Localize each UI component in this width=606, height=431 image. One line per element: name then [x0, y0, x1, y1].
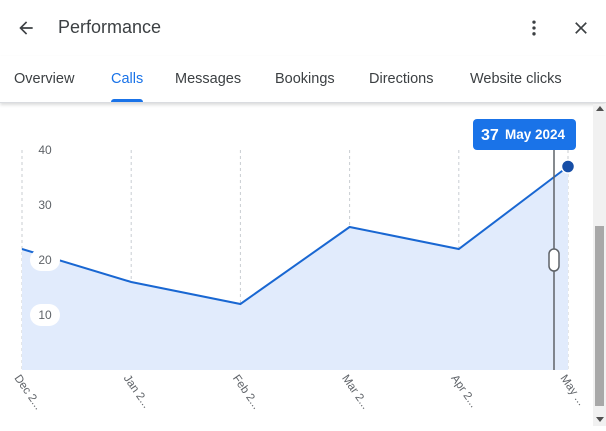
x-tick-label: May ...: [558, 373, 588, 408]
tab-bookings[interactable]: Bookings: [275, 71, 335, 87]
arrow-back-icon: [19, 21, 33, 35]
x-tick-label: Dec 2...: [12, 373, 45, 412]
y-tick-label: 30: [38, 198, 52, 212]
tab-calls[interactable]: Calls: [111, 71, 144, 87]
tooltip-label: May 2024: [505, 127, 566, 142]
calls-chart-svg: 10 20 30 40 Dec 2... Jan 2... Feb 2... Mar 2..…: [12, 119, 588, 412]
y-tick-label: 20: [38, 253, 52, 267]
tab-overview[interactable]: Overview: [14, 71, 75, 87]
performance-tabs: Overview Calls Messages Bookings Directi…: [0, 56, 606, 103]
selected-point[interactable]: [560, 159, 576, 174]
x-tick-label: Apr 2...: [448, 373, 479, 410]
chart-tooltip: 37 May 2024: [473, 119, 576, 150]
chart-series-line: [21, 165, 569, 306]
back-button[interactable]: [10, 12, 42, 44]
app-header: Performance: [0, 0, 606, 56]
cursor-drag-handle[interactable]: [548, 248, 560, 272]
tab-messages[interactable]: Messages: [175, 71, 242, 87]
scroll-down-arrow-icon[interactable]: [596, 417, 604, 422]
chart-area-fill: [22, 166, 568, 370]
x-tick-label: Jan 2...: [121, 373, 152, 411]
scrollbar-thumb[interactable]: [595, 226, 604, 406]
x-tick-label: Feb 2...: [230, 373, 262, 412]
more-vert-icon: [532, 20, 536, 36]
close-icon: [575, 22, 587, 34]
tooltip-value: 37: [481, 127, 499, 144]
vertical-scrollbar[interactable]: [593, 104, 606, 426]
more-options-button[interactable]: [518, 12, 550, 44]
tab-directions[interactable]: Directions: [369, 71, 434, 87]
x-tick-label: Mar 2...: [339, 373, 371, 412]
tab-website-clicks[interactable]: Website clicks: [470, 71, 562, 87]
y-tick-label: 40: [38, 143, 52, 157]
y-tick-label-bg: [30, 249, 60, 271]
calls-chart: 10 20 30 40 Dec 2... Jan 2... Feb 2... Mar 2..…: [0, 104, 606, 426]
close-button[interactable]: [565, 12, 597, 44]
y-tick-label-bg: [30, 304, 60, 326]
scroll-up-arrow-icon[interactable]: [596, 106, 604, 111]
active-tab-indicator: [111, 99, 143, 102]
page-title: Performance: [58, 17, 162, 37]
y-tick-label: 10: [38, 308, 52, 322]
